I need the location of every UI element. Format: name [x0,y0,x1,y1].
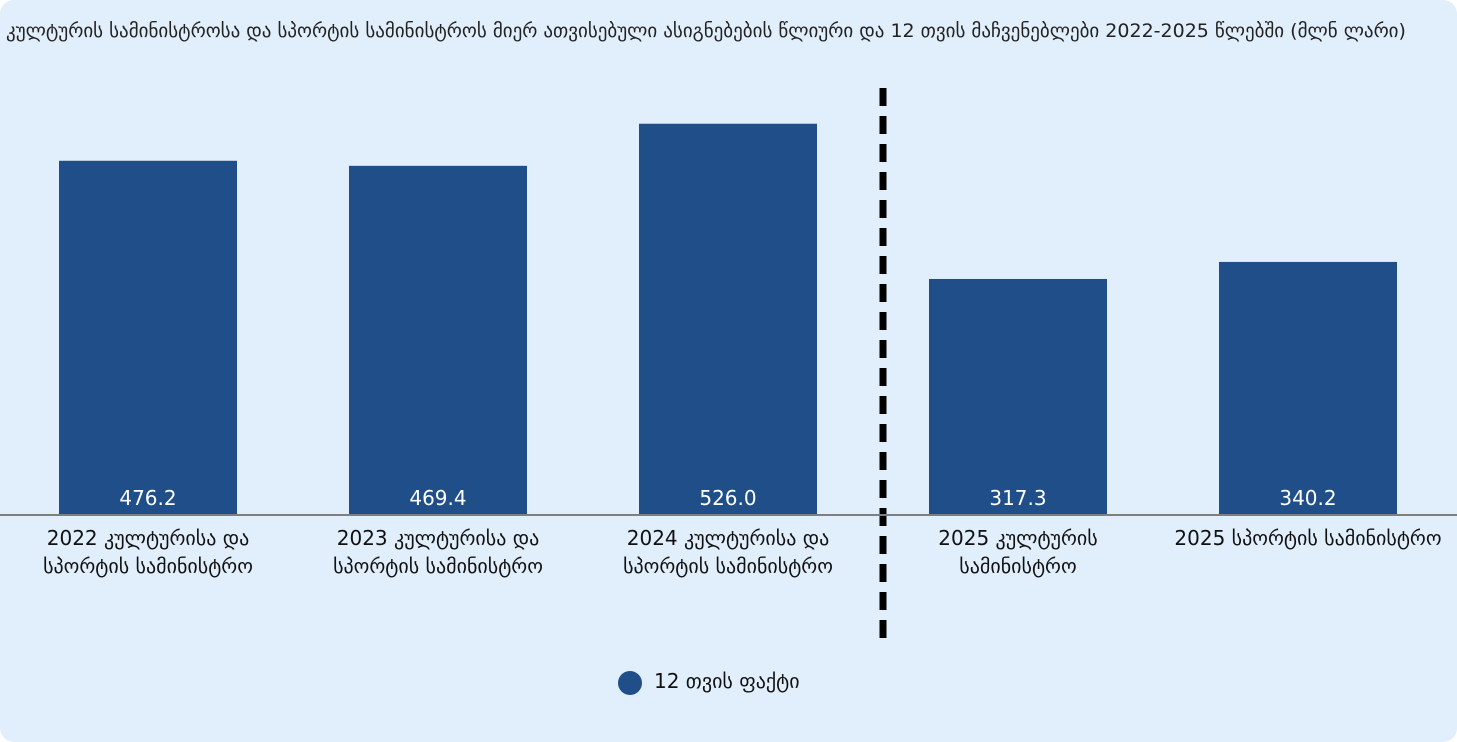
value-label: 317.3 [989,486,1046,510]
x-tick-label: 2022 კულტურისა და სპორტის სამინისტრო [43,526,253,578]
bar [639,123,817,515]
x-tick-label: 2025 კულტურის სამინისტრო [938,526,1098,578]
chart-title: კულტურის სამინისტროსა და სპორტის სამინის… [6,20,1406,42]
bar [59,160,237,515]
bar [1219,261,1397,515]
bar [929,278,1107,515]
x-tick-label: 2024 კულტურისა და სპორტის სამინისტრო [623,526,833,578]
bar [349,165,527,515]
x-tick-label: 2025 სპორტის სამინისტრო [1174,526,1442,550]
legend-label: 12 თვის ფაქტი [654,669,800,693]
value-label: 526.0 [699,486,756,510]
legend-marker [618,671,642,695]
x-tick-label: 2023 კულტურისა და სპორტის სამინისტრო [333,526,543,578]
value-label: 340.2 [1279,486,1336,510]
value-label: 469.4 [409,486,466,510]
value-label: 476.2 [119,486,176,510]
